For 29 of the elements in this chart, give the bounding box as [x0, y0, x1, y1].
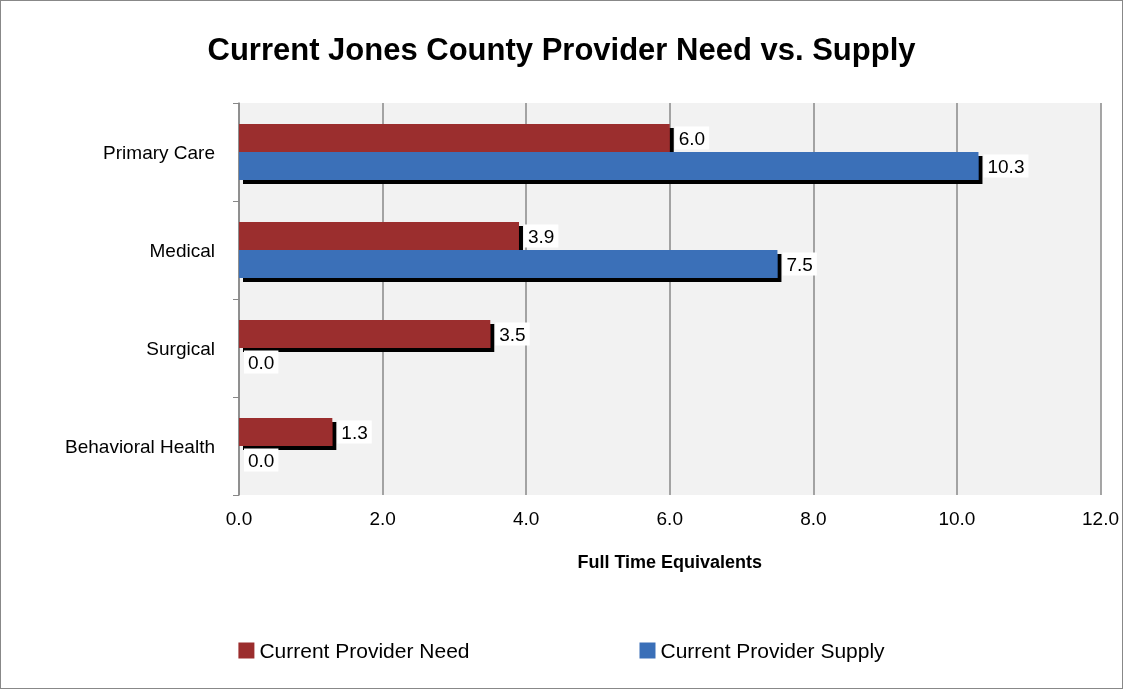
- legend-label: Current Provider Supply: [660, 639, 886, 662]
- data-label: 1.3: [341, 421, 368, 443]
- x-tick-label: 8.0: [800, 508, 827, 529]
- data-label: 0.0: [248, 449, 275, 471]
- y-tick-label: Primary Care: [103, 141, 215, 163]
- x-axis-title: Full Time Equivalents: [577, 552, 763, 572]
- y-tick-label: Behavioral Health: [65, 435, 215, 457]
- bar: [239, 418, 333, 446]
- x-tick-label: 10.0: [938, 508, 976, 529]
- y-tick-label: Medical: [149, 239, 215, 261]
- data-label: 6.0: [678, 127, 706, 149]
- bar: [239, 222, 519, 250]
- data-label: 3.5: [499, 323, 526, 345]
- x-tick-label: 4.0: [512, 508, 540, 529]
- data-label: 7.5: [786, 253, 813, 275]
- bar: [239, 320, 491, 348]
- data-label: 10.3: [987, 155, 1025, 177]
- data-label: 0.0: [248, 351, 275, 373]
- chart-title: Current Jones County Provider Need vs. Supply: [207, 32, 917, 67]
- bar: [239, 250, 778, 278]
- x-tick-label: 2.0: [369, 508, 396, 529]
- x-tick-label: 0.0: [225, 508, 253, 529]
- x-tick-label: 6.0: [656, 508, 683, 529]
- legend-label: Current Provider Need: [259, 639, 470, 662]
- x-tick-label: 12.0: [1082, 508, 1119, 529]
- bar: [239, 152, 979, 180]
- data-label: 3.9: [527, 225, 555, 247]
- bar: [239, 124, 670, 152]
- y-tick-label: Surgical: [146, 337, 215, 359]
